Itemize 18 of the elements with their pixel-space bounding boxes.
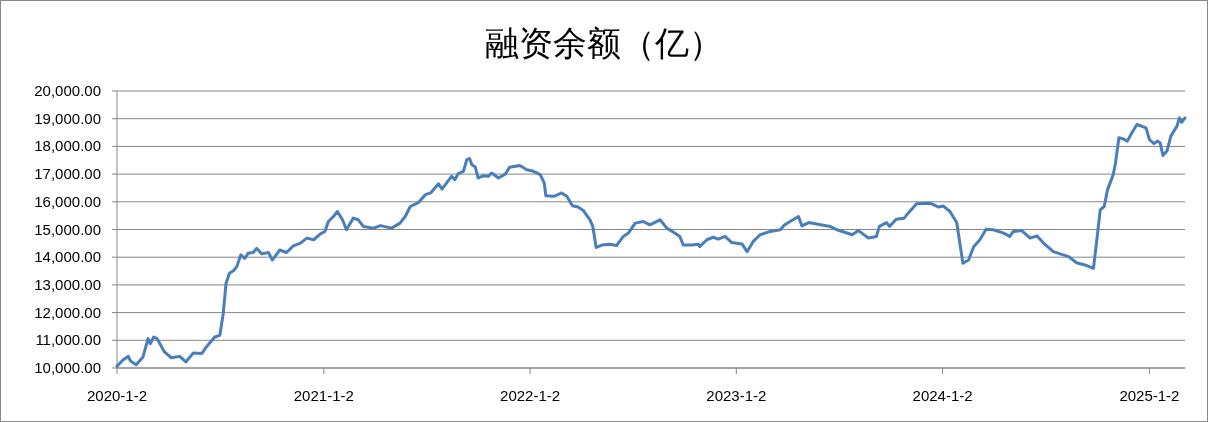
x-tick-label: 2024-1-2 [912, 387, 973, 404]
y-tick-label: 17,000.00 [34, 165, 101, 183]
y-tick-label: 14,000.00 [34, 248, 101, 266]
y-tick-label: 13,000.00 [34, 275, 101, 293]
y-tick-label: 15,000.00 [34, 220, 101, 238]
y-tick-label: 12,000.00 [34, 303, 101, 321]
y-tick-label: 11,000.00 [35, 331, 101, 349]
x-tick-label: 2022-1-2 [500, 387, 561, 404]
y-tick-label: 16,000.00 [34, 192, 101, 210]
x-tick-label: 2021-1-2 [293, 387, 354, 404]
x-tick-label: 2023-1-2 [706, 387, 767, 404]
y-tick-label: 18,000.00 [34, 137, 101, 155]
y-tick-label: 10,000.00 [34, 359, 101, 376]
y-tick-label: 20,000.00 [34, 82, 101, 99]
x-tick-label: 2020-1-2 [86, 387, 148, 404]
x-tick-label: 2025-1-2 [1119, 387, 1180, 404]
chart-title: 融资余额（亿） [485, 24, 723, 62]
y-tick-label: 19,000.00 [34, 109, 101, 127]
